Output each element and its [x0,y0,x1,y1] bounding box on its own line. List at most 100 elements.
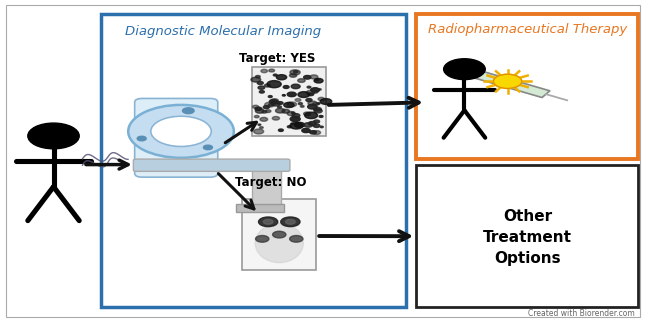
Circle shape [291,84,300,89]
Circle shape [308,104,317,109]
Circle shape [272,231,286,238]
Circle shape [320,126,323,128]
Circle shape [262,110,267,113]
Circle shape [291,112,295,114]
Circle shape [182,108,194,114]
Text: Target: NO: Target: NO [236,177,307,190]
Circle shape [278,102,283,104]
Circle shape [272,117,279,120]
Circle shape [310,75,318,79]
Circle shape [295,122,304,127]
Circle shape [290,122,303,129]
Circle shape [259,127,263,129]
Circle shape [290,70,300,75]
Circle shape [263,106,269,109]
Circle shape [253,105,259,108]
Circle shape [282,95,285,96]
Circle shape [304,75,311,79]
Text: Other
Treatment
Options: Other Treatment Options [483,209,572,266]
Circle shape [304,123,313,127]
FancyBboxPatch shape [6,5,640,318]
Circle shape [259,217,278,226]
Text: Target: YES: Target: YES [240,52,316,65]
Circle shape [255,115,259,118]
Circle shape [264,84,270,87]
Circle shape [310,131,317,134]
Circle shape [308,93,313,96]
Circle shape [289,74,296,77]
Circle shape [290,236,303,242]
Circle shape [308,101,317,106]
Circle shape [283,86,289,88]
FancyBboxPatch shape [252,168,281,205]
Circle shape [306,90,315,95]
Circle shape [298,79,305,82]
Circle shape [305,112,317,119]
Circle shape [308,131,311,132]
Circle shape [251,77,261,82]
FancyBboxPatch shape [236,204,284,212]
Circle shape [258,124,261,125]
Circle shape [294,71,298,73]
FancyBboxPatch shape [416,165,639,307]
Circle shape [263,219,273,224]
Circle shape [443,59,485,80]
Circle shape [268,104,273,106]
Circle shape [137,136,146,141]
Circle shape [311,88,319,92]
Ellipse shape [255,224,304,263]
Circle shape [257,82,263,85]
Circle shape [28,123,79,149]
Circle shape [282,109,289,113]
Circle shape [313,91,318,93]
Circle shape [308,122,316,125]
Circle shape [264,102,274,107]
Circle shape [290,117,300,122]
Circle shape [260,117,268,121]
Circle shape [318,89,321,90]
Circle shape [494,74,522,88]
Circle shape [259,91,264,93]
Circle shape [276,75,287,80]
Circle shape [304,112,311,116]
Circle shape [265,110,271,112]
Circle shape [300,105,304,107]
Circle shape [269,99,277,103]
Circle shape [255,75,260,78]
Circle shape [318,97,325,100]
Circle shape [320,98,332,104]
Circle shape [271,99,278,102]
Circle shape [302,128,310,133]
Circle shape [128,105,234,158]
Circle shape [204,145,212,150]
Text: Radiopharmaceutical Therapy: Radiopharmaceutical Therapy [428,23,627,36]
Circle shape [287,102,296,107]
Circle shape [272,101,279,104]
Circle shape [314,78,323,83]
Circle shape [285,219,295,224]
Circle shape [315,79,319,81]
Circle shape [261,69,268,73]
Circle shape [298,103,302,105]
Circle shape [268,96,272,98]
Circle shape [287,111,295,116]
Circle shape [255,236,269,242]
FancyBboxPatch shape [101,14,406,307]
Circle shape [313,124,320,127]
Text: Diagnostic Molecular Imaging: Diagnostic Molecular Imaging [125,25,321,38]
Circle shape [272,102,280,106]
FancyBboxPatch shape [252,67,326,136]
Circle shape [291,123,294,124]
Circle shape [295,98,301,101]
Circle shape [314,109,322,113]
Circle shape [258,86,264,89]
Circle shape [313,107,321,111]
Circle shape [284,102,294,108]
Circle shape [255,109,264,113]
Circle shape [287,92,296,97]
Circle shape [281,217,300,226]
Circle shape [255,107,262,110]
Circle shape [313,131,321,134]
FancyBboxPatch shape [242,199,316,270]
FancyBboxPatch shape [133,159,290,171]
